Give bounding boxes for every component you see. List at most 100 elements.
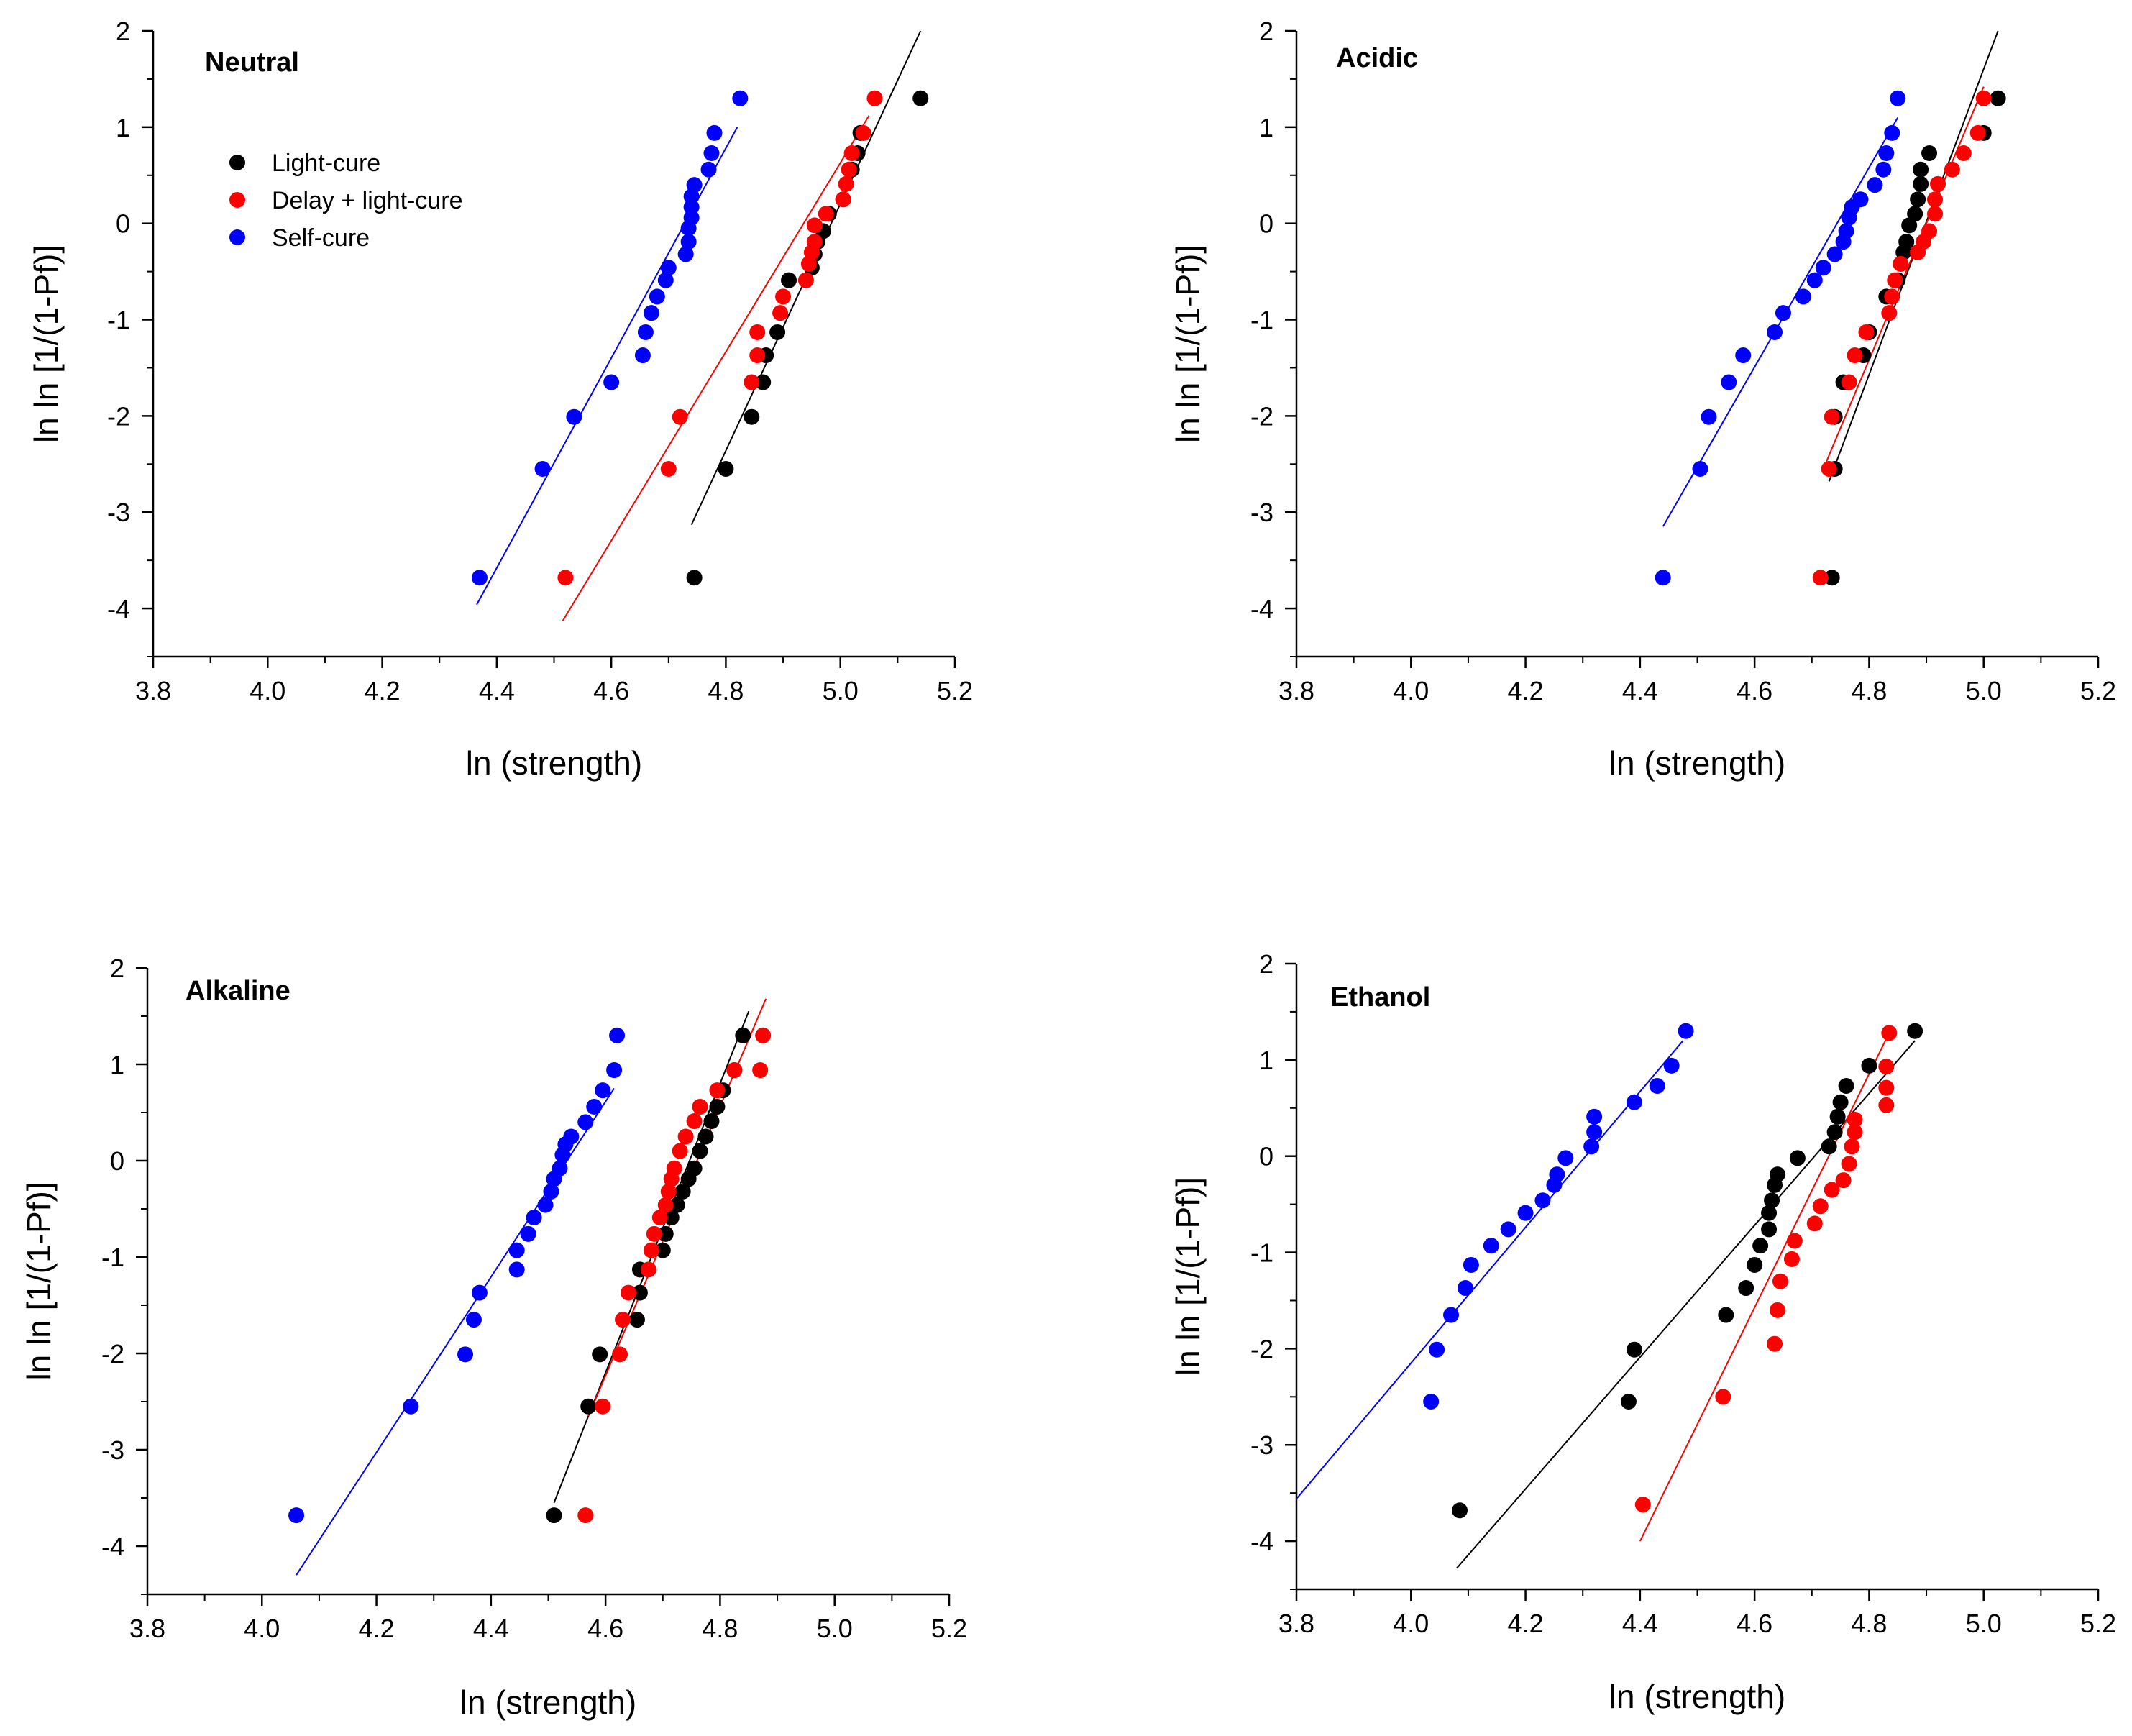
data-point bbox=[1761, 1221, 1778, 1238]
y-tick-label: -1 bbox=[101, 1243, 124, 1272]
data-point bbox=[752, 1062, 769, 1079]
data-point bbox=[1772, 1273, 1788, 1289]
data-point bbox=[508, 1261, 525, 1278]
legend-label: Light-cure bbox=[272, 150, 380, 177]
data-point bbox=[706, 124, 723, 141]
y-tick-label: -2 bbox=[101, 1339, 124, 1369]
x-tick-label: 5.2 bbox=[937, 676, 973, 705]
y-tick-label: 1 bbox=[116, 113, 130, 142]
data-point bbox=[660, 260, 677, 276]
x-tick-label: 5.2 bbox=[2080, 676, 2116, 705]
y-axis-label: ln ln [1/(1-Pf)] bbox=[1169, 245, 1207, 443]
y-tick-label: -3 bbox=[107, 498, 130, 527]
data-point bbox=[631, 1284, 648, 1301]
data-point bbox=[718, 461, 734, 477]
data-point bbox=[677, 246, 694, 262]
data-point bbox=[672, 1143, 688, 1159]
data-point bbox=[1838, 223, 1854, 239]
data-point bbox=[1586, 1108, 1603, 1125]
data-point bbox=[1583, 1138, 1600, 1155]
data-point bbox=[1663, 1057, 1680, 1074]
data-point bbox=[1812, 570, 1829, 586]
data-point bbox=[1841, 374, 1857, 390]
data-point bbox=[1457, 1280, 1473, 1297]
data-point bbox=[772, 305, 789, 321]
data-point bbox=[1847, 347, 1863, 364]
data-point bbox=[697, 1128, 714, 1145]
x-tick-label: 5.0 bbox=[823, 676, 859, 705]
data-point bbox=[726, 1062, 743, 1079]
data-point bbox=[1775, 305, 1791, 321]
data-point bbox=[680, 234, 697, 250]
data-point bbox=[646, 1225, 662, 1242]
data-point bbox=[654, 1242, 671, 1258]
data-point bbox=[592, 1346, 608, 1363]
y-axis-label: ln ln [1/(1-Pf)] bbox=[27, 245, 65, 443]
fit-line-delay-light-cure bbox=[1639, 1038, 1888, 1542]
data-point bbox=[634, 347, 651, 364]
data-point bbox=[657, 1225, 674, 1242]
data-point bbox=[1858, 324, 1875, 340]
data-point bbox=[663, 1210, 680, 1226]
data-point bbox=[1878, 1097, 1895, 1113]
data-point bbox=[1701, 408, 1717, 425]
fit-line-delay-light-cure bbox=[562, 115, 870, 621]
data-point bbox=[677, 1128, 694, 1145]
data-point bbox=[537, 1197, 554, 1213]
data-point bbox=[1715, 1389, 1731, 1405]
data-point bbox=[1812, 1198, 1829, 1215]
data-point bbox=[866, 90, 883, 106]
data-point bbox=[1634, 1497, 1651, 1513]
data-point bbox=[546, 1507, 562, 1524]
data-point bbox=[1626, 1341, 1642, 1358]
x-tick-label: 4.4 bbox=[473, 1614, 509, 1643]
data-point bbox=[520, 1225, 536, 1242]
data-point bbox=[1847, 1111, 1863, 1128]
x-tick-label: 5.0 bbox=[1966, 1609, 2002, 1638]
data-point bbox=[1838, 1077, 1854, 1094]
data-point bbox=[1795, 288, 1811, 305]
data-point bbox=[1824, 1182, 1840, 1198]
x-tick-label: 4.6 bbox=[587, 1614, 623, 1643]
data-point bbox=[1975, 90, 1992, 106]
data-point bbox=[755, 374, 772, 390]
fit-line-self-cure bbox=[1662, 117, 1899, 527]
data-point bbox=[749, 324, 766, 340]
data-point bbox=[1913, 161, 1929, 178]
data-point bbox=[457, 1346, 474, 1363]
x-tick-label: 4.6 bbox=[1737, 1609, 1772, 1638]
x-tick-label: 5.0 bbox=[817, 1614, 853, 1643]
data-point bbox=[1451, 1502, 1468, 1519]
data-point bbox=[703, 1113, 720, 1130]
data-point bbox=[686, 1160, 703, 1177]
data-point bbox=[526, 1210, 542, 1226]
x-tick-label: 4.8 bbox=[708, 676, 744, 705]
data-point bbox=[672, 408, 688, 425]
data-point bbox=[1867, 177, 1883, 193]
data-point bbox=[744, 374, 760, 390]
data-point bbox=[1881, 1025, 1898, 1041]
data-point bbox=[1890, 90, 1906, 106]
data-point bbox=[552, 1160, 568, 1177]
data-point bbox=[586, 1098, 603, 1115]
data-point bbox=[1789, 1150, 1806, 1166]
x-tick-label: 4.4 bbox=[479, 676, 515, 705]
data-point bbox=[1835, 1172, 1852, 1189]
data-point bbox=[543, 1183, 559, 1200]
data-point bbox=[1847, 1124, 1863, 1141]
data-point bbox=[912, 90, 929, 106]
data-point bbox=[1443, 1307, 1460, 1323]
data-point bbox=[666, 1160, 682, 1177]
data-point bbox=[806, 217, 823, 234]
y-tick-label: -2 bbox=[1250, 1334, 1273, 1363]
data-point bbox=[1955, 145, 1972, 161]
data-point bbox=[703, 145, 720, 161]
y-tick-label: 1 bbox=[1259, 113, 1273, 142]
data-point bbox=[1747, 1256, 1763, 1273]
x-tick-label: 3.8 bbox=[135, 676, 171, 705]
data-point bbox=[1483, 1238, 1499, 1254]
data-point bbox=[557, 570, 574, 586]
panel-acidic: 3.8 4.0 4.2 4.4 4.6 4.8 5.0 5.2 2 1 0 -1 -2 -3 -4 ln (s… bbox=[1169, 17, 2116, 782]
data-point bbox=[686, 1113, 703, 1130]
